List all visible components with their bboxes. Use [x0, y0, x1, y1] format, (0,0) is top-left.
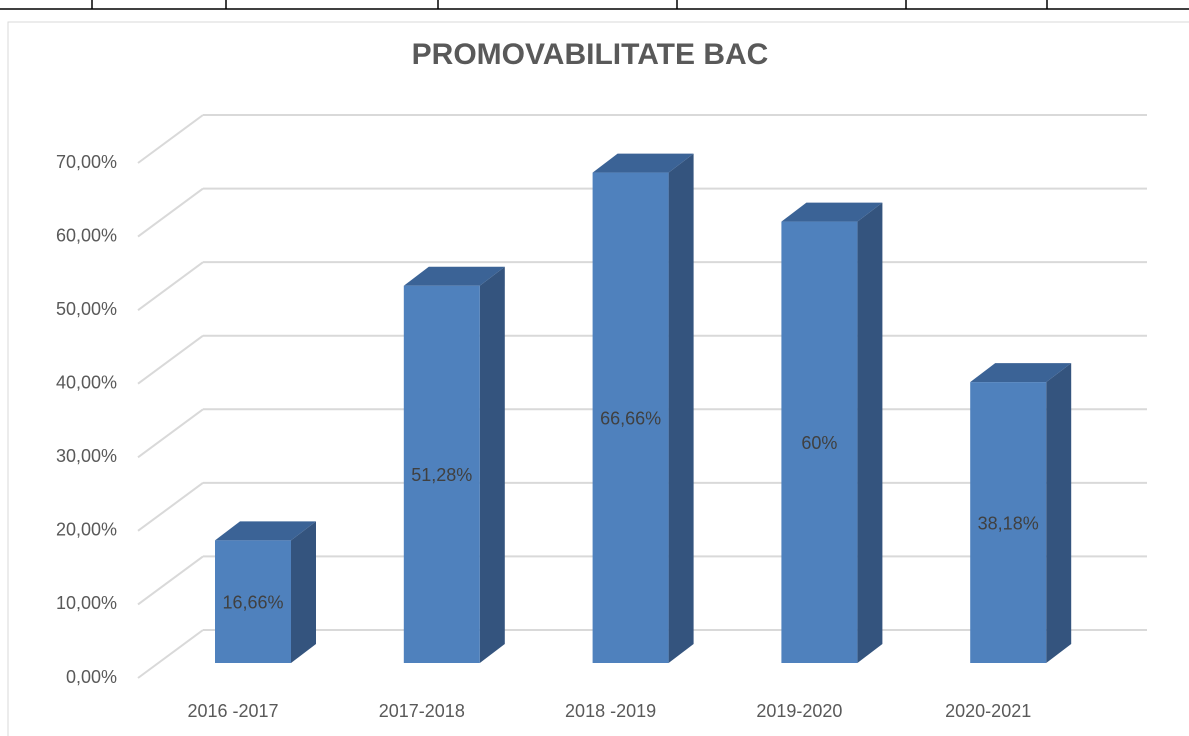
bar: [215, 540, 291, 663]
x-tick-label: 2017-2018: [379, 701, 465, 721]
data-label: 51,28%: [411, 465, 472, 485]
y-tick-label: 70,00%: [56, 152, 117, 172]
bar-side: [479, 266, 505, 663]
data-label: 60%: [801, 433, 837, 453]
y-tick-label: 0,00%: [66, 667, 117, 687]
x-tick-label: 2019-2020: [756, 701, 842, 721]
grid-line: [137, 334, 204, 385]
bar-side: [1046, 363, 1072, 663]
bar-side: [668, 153, 694, 663]
table-fragment: [0, 0, 1189, 10]
bar: [781, 221, 858, 664]
bar: [592, 172, 669, 663]
x-tick-label: 2018 -2019: [565, 701, 656, 721]
bar: [970, 382, 1047, 663]
y-tick-label: 20,00%: [56, 520, 117, 540]
data-label: 16,66%: [222, 592, 283, 612]
y-tick-label: 40,00%: [56, 372, 117, 392]
x-tick-label: 2016 -2017: [187, 701, 278, 721]
bar: [403, 285, 480, 663]
x-tick-label: 2020-2021: [945, 701, 1031, 721]
bar-side: [857, 202, 883, 664]
y-tick-label: 10,00%: [56, 593, 117, 613]
grid-line: [137, 629, 204, 679]
grid-line: [137, 187, 204, 238]
grid-line: [137, 555, 204, 606]
y-tick-label: 60,00%: [56, 225, 117, 245]
data-label: 66,66%: [600, 409, 661, 429]
data-label: 38,18%: [978, 513, 1039, 533]
bar-side: [291, 521, 316, 663]
chart-title: PROMOVABILITATE BAC: [412, 38, 769, 71]
chart-border: [7, 21, 1189, 736]
grid-line: [137, 482, 204, 532]
grid-line: [137, 114, 204, 164]
grid-line: [137, 261, 204, 311]
bar-top: [403, 266, 505, 286]
y-tick-label: 50,00%: [56, 299, 117, 319]
y-tick-label: 30,00%: [56, 446, 117, 466]
bar-top: [970, 363, 1072, 383]
bar-top: [781, 202, 883, 222]
bar-top: [215, 521, 316, 541]
bar-top: [592, 153, 694, 173]
grid-line: [137, 408, 204, 459]
